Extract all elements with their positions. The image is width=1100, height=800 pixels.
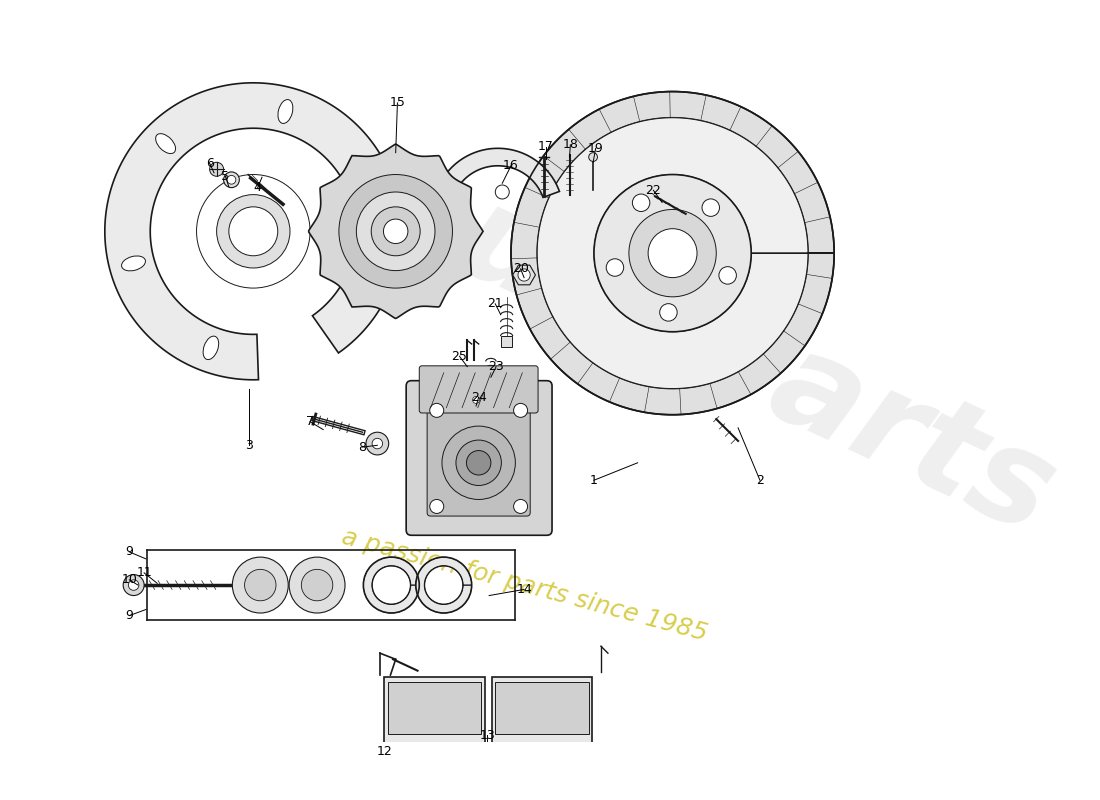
Bar (388, 682, 482, 734)
Text: 24: 24 (471, 390, 486, 404)
Circle shape (514, 403, 528, 418)
Polygon shape (537, 118, 808, 389)
Text: europarts: europarts (359, 138, 1074, 561)
Text: 7: 7 (306, 415, 315, 428)
Text: 19: 19 (587, 142, 604, 155)
Circle shape (430, 403, 443, 418)
Circle shape (588, 153, 597, 162)
Circle shape (514, 499, 528, 514)
FancyBboxPatch shape (406, 381, 552, 535)
Circle shape (495, 185, 509, 199)
Text: 25: 25 (451, 350, 468, 362)
FancyBboxPatch shape (427, 400, 530, 516)
Polygon shape (513, 265, 536, 285)
Circle shape (356, 192, 435, 270)
Bar (384, 677, 485, 746)
Text: 1: 1 (590, 474, 598, 486)
Circle shape (719, 266, 736, 284)
Bar (492, 677, 592, 746)
Text: 16: 16 (503, 159, 519, 172)
Text: 14: 14 (516, 583, 532, 596)
Circle shape (289, 557, 345, 613)
Text: 9: 9 (125, 609, 133, 622)
Circle shape (384, 219, 408, 243)
Text: 9: 9 (125, 546, 133, 558)
Polygon shape (363, 557, 419, 613)
Bar (495, 682, 588, 734)
Text: 21: 21 (487, 298, 503, 310)
Circle shape (518, 269, 530, 281)
Text: 15: 15 (389, 97, 406, 110)
Circle shape (469, 393, 483, 407)
Text: 17: 17 (538, 140, 554, 153)
Circle shape (466, 450, 491, 475)
Ellipse shape (155, 134, 176, 154)
Circle shape (648, 229, 697, 278)
Circle shape (129, 580, 139, 590)
Circle shape (430, 499, 443, 514)
Circle shape (217, 194, 290, 268)
Circle shape (366, 432, 388, 455)
Polygon shape (512, 91, 834, 414)
Text: 18: 18 (562, 138, 579, 151)
Circle shape (227, 175, 235, 184)
Circle shape (371, 207, 420, 256)
Circle shape (629, 210, 716, 297)
Ellipse shape (122, 256, 145, 271)
Text: 13: 13 (480, 729, 495, 742)
Text: 10: 10 (121, 574, 138, 586)
Text: 23: 23 (488, 360, 504, 373)
Text: 4: 4 (254, 181, 262, 194)
Circle shape (223, 172, 240, 188)
Text: 3: 3 (245, 439, 253, 452)
Polygon shape (432, 148, 560, 230)
Circle shape (702, 199, 719, 216)
Text: 12: 12 (376, 745, 393, 758)
Text: 5: 5 (221, 170, 230, 182)
Circle shape (660, 304, 678, 321)
Polygon shape (416, 557, 472, 613)
Circle shape (301, 570, 333, 601)
Bar (502, 336, 512, 346)
Circle shape (372, 438, 383, 449)
Polygon shape (104, 83, 402, 380)
Polygon shape (309, 144, 483, 318)
Text: a passion for parts since 1985: a passion for parts since 1985 (339, 525, 710, 646)
Text: 11: 11 (136, 566, 152, 579)
Circle shape (244, 570, 276, 601)
Text: 8: 8 (359, 441, 366, 454)
Circle shape (442, 426, 516, 499)
Circle shape (339, 174, 452, 288)
Circle shape (232, 557, 288, 613)
Circle shape (632, 194, 650, 211)
Ellipse shape (204, 336, 219, 359)
Circle shape (473, 396, 480, 403)
Ellipse shape (361, 192, 385, 206)
Circle shape (606, 258, 624, 276)
Text: 6: 6 (206, 157, 213, 170)
Circle shape (594, 174, 751, 332)
FancyBboxPatch shape (419, 366, 538, 413)
Ellipse shape (278, 99, 293, 123)
Circle shape (210, 162, 223, 176)
Text: 2: 2 (756, 474, 763, 486)
Circle shape (123, 574, 144, 595)
Text: 22: 22 (646, 184, 661, 197)
Circle shape (456, 440, 502, 486)
Circle shape (229, 207, 278, 256)
Text: 20: 20 (513, 262, 528, 275)
